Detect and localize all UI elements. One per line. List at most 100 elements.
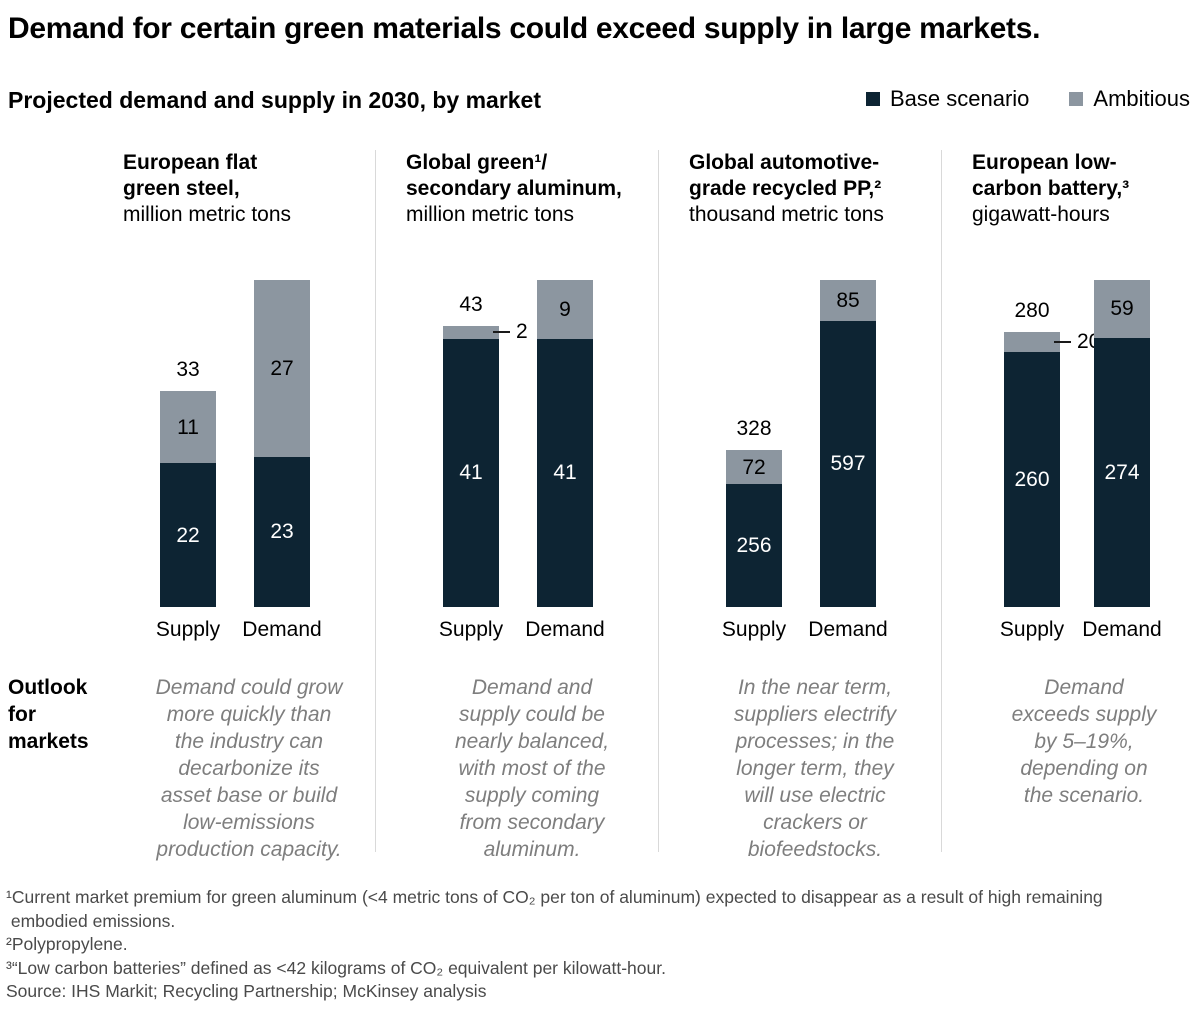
- supply-base-value: 22: [176, 523, 200, 547]
- demand-bar-group: 59 274 Demand: [1082, 280, 1162, 641]
- demand-axis-label: Demand: [525, 618, 605, 641]
- demand-ambitious-segment: 59: [1094, 280, 1150, 338]
- panel-header: European low- carbon battery,³ gigawatt-…: [972, 150, 1196, 228]
- footnote-1: ¹Current market premium for green alumin…: [6, 887, 1103, 931]
- panel-title: Global automotive- grade recycled PP,²: [689, 151, 882, 200]
- demand-ambitious-segment: 9: [537, 280, 593, 339]
- demand-ambitious-value: 9: [559, 297, 571, 321]
- demand-ambitious-value: 27: [270, 356, 294, 380]
- panel-header: Global automotive- grade recycled PP,² t…: [689, 150, 941, 228]
- demand-base-value: 274: [1104, 460, 1140, 484]
- supply-ambitious-segment: 72: [726, 449, 782, 485]
- supply-axis-label: Supply: [438, 618, 504, 641]
- supply-bar-group: 328 72 256 72 Supply: [722, 280, 786, 641]
- exhibit-title: Demand for certain green materials could…: [8, 12, 1041, 45]
- footnotes: ¹Current market premium for green alumin…: [6, 886, 1188, 1004]
- panel-global-green-secondary-aluminum: Global green¹/ secondary aluminum, milli…: [406, 150, 658, 870]
- bar-plot: 43 2 41 2 Supply 9 41 Demand: [406, 280, 658, 641]
- demand-axis-label: Demand: [242, 618, 322, 641]
- demand-ambitious-segment: 85: [820, 280, 876, 321]
- demand-bar: 59 274: [1094, 280, 1150, 607]
- demand-bar-group: 85 597 Demand: [808, 280, 888, 641]
- panel-unit: million metric tons: [123, 203, 292, 226]
- panel-unit: million metric tons: [406, 203, 575, 226]
- supply-axis-label: Supply: [999, 618, 1065, 641]
- demand-base-segment: 23: [254, 456, 310, 607]
- supply-bar: 2 41: [443, 325, 499, 607]
- supply-bar: 72 256: [726, 449, 782, 607]
- panel-title: European low- carbon battery,³: [972, 151, 1130, 200]
- supply-ambitious-value: 11: [177, 415, 199, 439]
- supply-ambitious-segment: 11: [160, 391, 216, 464]
- supply-bar-group: 33 11 22 11 Supply: [156, 280, 220, 641]
- demand-base-value: 597: [830, 452, 866, 476]
- supply-total-label: 33: [176, 358, 200, 382]
- panel-header: Global green¹/ secondary aluminum, milli…: [406, 150, 658, 228]
- footnote-3: ³“Low carbon batteries” defined as <42 k…: [6, 957, 666, 978]
- supply-total-label: 43: [459, 292, 483, 316]
- source-line: Source: IHS Markit; Recycling Partnershi…: [6, 981, 487, 1001]
- supply-base-segment: 41: [443, 338, 499, 607]
- outlook-text: Demand could grow more quickly than the …: [155, 676, 343, 861]
- demand-ambitious-segment: 27: [254, 280, 310, 457]
- bar-plot: 33 11 22 11 Supply 27 23 Demand: [123, 280, 375, 641]
- demand-base-value: 41: [553, 461, 577, 485]
- outlook-text: Demand and supply could be nearly balanc…: [454, 676, 610, 861]
- supply-total-label: 280: [1014, 299, 1050, 323]
- outlook-text: Demand exceeds supply by 5–19%, dependin…: [1011, 676, 1157, 807]
- supply-base-segment: 256: [726, 484, 782, 607]
- panel-header: European flat green steel, million metri…: [123, 150, 375, 228]
- demand-bar: 85 597: [820, 280, 876, 607]
- panel-unit: gigawatt-hours: [972, 203, 1110, 226]
- outlook-row-label: Outlook for markets: [8, 676, 89, 753]
- supply-total-label: 328: [736, 416, 772, 440]
- bar-plot: 280 20 260 20 Supply 59 274 Demand: [972, 280, 1196, 641]
- exhibit-subtitle: Projected demand and supply in 2030, by …: [8, 87, 542, 113]
- supply-base-value: 260: [1014, 467, 1050, 491]
- supply-base-value: 41: [459, 461, 483, 485]
- panel-european-low-carbon-battery: European low- carbon battery,³ gigawatt-…: [972, 150, 1196, 870]
- ambitious-swatch: [1069, 92, 1084, 106]
- callout-line: [493, 331, 510, 334]
- demand-base-segment: 274: [1094, 337, 1150, 607]
- panel-european-flat-green-steel: European flat green steel, million metri…: [123, 150, 375, 870]
- panel-title: European flat green steel,: [123, 151, 258, 200]
- supply-base-segment: 260: [1004, 351, 1060, 607]
- demand-bar: 9 41: [537, 280, 593, 607]
- demand-base-segment: 597: [820, 320, 876, 607]
- supply-bar-group: 43 2 41 2 Supply: [439, 280, 528, 641]
- panel-global-automotive-grade-recycled-pp: Global automotive- grade recycled PP,² t…: [689, 150, 941, 870]
- bar-plot: 328 72 256 72 Supply 85 597 Demand: [689, 280, 941, 641]
- supply-base-segment: 22: [160, 463, 216, 607]
- outlook-text: In the near term, suppliers electrify pr…: [733, 676, 897, 861]
- ambitious-callout: 2: [493, 319, 528, 345]
- demand-bar-group: 27 23 Demand: [242, 280, 322, 641]
- legend-item-base-scenario: Base scenario: [865, 86, 1030, 112]
- demand-bar-group: 9 41 Demand: [525, 280, 605, 641]
- demand-base-value: 23: [270, 520, 294, 544]
- supply-ambitious-value: 72: [742, 455, 766, 479]
- demand-axis-label: Demand: [1082, 618, 1162, 641]
- demand-base-segment: 41: [537, 338, 593, 607]
- footnote-2: ²Polypropylene.: [6, 934, 128, 954]
- demand-axis-label: Demand: [808, 618, 888, 641]
- supply-bar-group: 280 20 260 20 Supply: [1000, 280, 1100, 641]
- callout-value: 2: [516, 320, 528, 344]
- supply-axis-label: Supply: [155, 618, 221, 641]
- panel-divider: [658, 150, 659, 852]
- supply-ambitious-segment: 20: [1004, 332, 1060, 352]
- supply-axis-label: Supply: [721, 618, 787, 641]
- panel-divider: [941, 150, 942, 852]
- legend-label-base-scenario: Base scenario: [889, 86, 1030, 111]
- supply-base-value: 256: [736, 534, 772, 558]
- supply-bar: 11 22: [160, 391, 216, 607]
- panel-unit: thousand metric tons: [689, 203, 884, 226]
- legend-label-ambitious: Ambitious: [1093, 86, 1190, 111]
- supply-ambitious-segment: 2: [443, 325, 499, 339]
- demand-ambitious-value: 59: [1110, 297, 1134, 321]
- legend-item-ambitious: Ambitious: [1069, 86, 1190, 112]
- base-scenario-swatch: [865, 92, 880, 106]
- callout-line: [1054, 340, 1071, 343]
- supply-bar: 20 260: [1004, 332, 1060, 607]
